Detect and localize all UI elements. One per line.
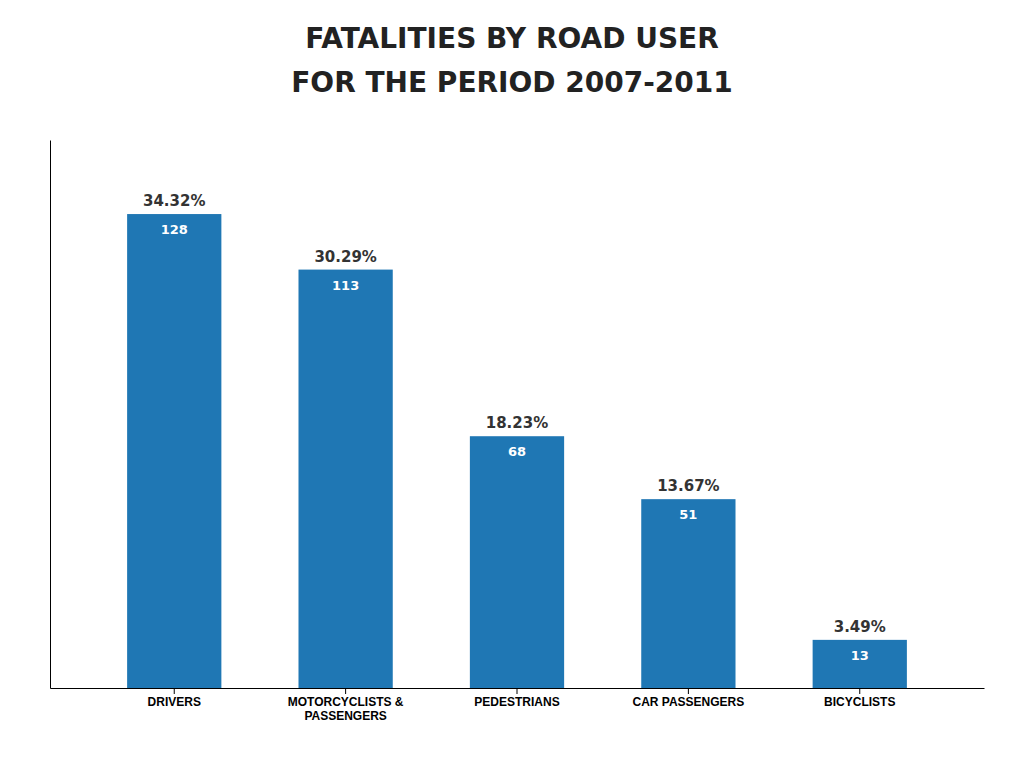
- share-label: 18.23%: [486, 414, 548, 432]
- value-label: 128: [161, 222, 188, 237]
- x-tick-mark: [517, 688, 518, 694]
- value-label: 51: [679, 507, 697, 522]
- chart-title: FATALITIES BY ROAD USER: [305, 22, 719, 55]
- x-tick: DRIVERS: [148, 688, 201, 709]
- x-tick-label-line: PASSENGERS: [304, 709, 386, 723]
- share-label: 30.29%: [314, 248, 376, 266]
- x-tick-label: BICYCLISTS: [824, 695, 895, 709]
- x-tick-label-line: DRIVERS: [148, 695, 201, 709]
- bar: [470, 436, 564, 688]
- y-axis: [50, 141, 51, 689]
- value-label: 68: [508, 444, 526, 459]
- x-tick-mark: [859, 688, 860, 694]
- bar: [298, 270, 392, 688]
- bar: [641, 499, 735, 688]
- chart-svg: FATALITIES BY ROAD USER FOR THE PERIOD 20…: [0, 0, 1024, 768]
- value-label: 113: [332, 278, 359, 293]
- y-axis-line: [50, 141, 51, 689]
- x-axis: DRIVERS MOTORCYCLISTS &PASSENGERS PEDESTRI…: [51, 688, 985, 723]
- x-tick-mark: [688, 688, 689, 694]
- value-label: 13: [851, 648, 869, 663]
- bars: [127, 214, 907, 688]
- data-labels: 128 113 68 51 13 34.32% 30.29% 18.23% 13.67% 3.49…: [143, 192, 886, 663]
- x-tick: MOTORCYCLISTS &PASSENGERS: [288, 688, 404, 723]
- bar: [127, 214, 221, 688]
- x-tick-label-line: PEDESTRIANS: [474, 695, 559, 709]
- x-tick-mark: [174, 688, 175, 694]
- share-label: 13.67%: [657, 477, 719, 495]
- x-tick-label: MOTORCYCLISTS &PASSENGERS: [288, 695, 404, 723]
- x-tick-label-line: BICYCLISTS: [824, 695, 895, 709]
- x-tick-label: PEDESTRIANS: [474, 695, 559, 709]
- x-tick-label-line: CAR PASSENGERS: [632, 695, 744, 709]
- share-label: 3.49%: [834, 618, 886, 636]
- x-tick-label: DRIVERS: [148, 695, 201, 709]
- x-tick: BICYCLISTS: [824, 688, 895, 709]
- x-tick: PEDESTRIANS: [474, 688, 559, 709]
- x-tick-label-line: MOTORCYCLISTS &: [288, 695, 404, 709]
- x-tick: CAR PASSENGERS: [632, 688, 744, 709]
- x-tick-mark: [345, 688, 346, 694]
- plot-area: DRIVERS MOTORCYCLISTS &PASSENGERS PEDESTRI…: [51, 141, 985, 723]
- bar: [813, 640, 907, 688]
- chart-subtitle: FOR THE PERIOD 2007-2011: [291, 66, 733, 99]
- share-label: 34.32%: [143, 192, 205, 210]
- x-tick-label: CAR PASSENGERS: [632, 695, 744, 709]
